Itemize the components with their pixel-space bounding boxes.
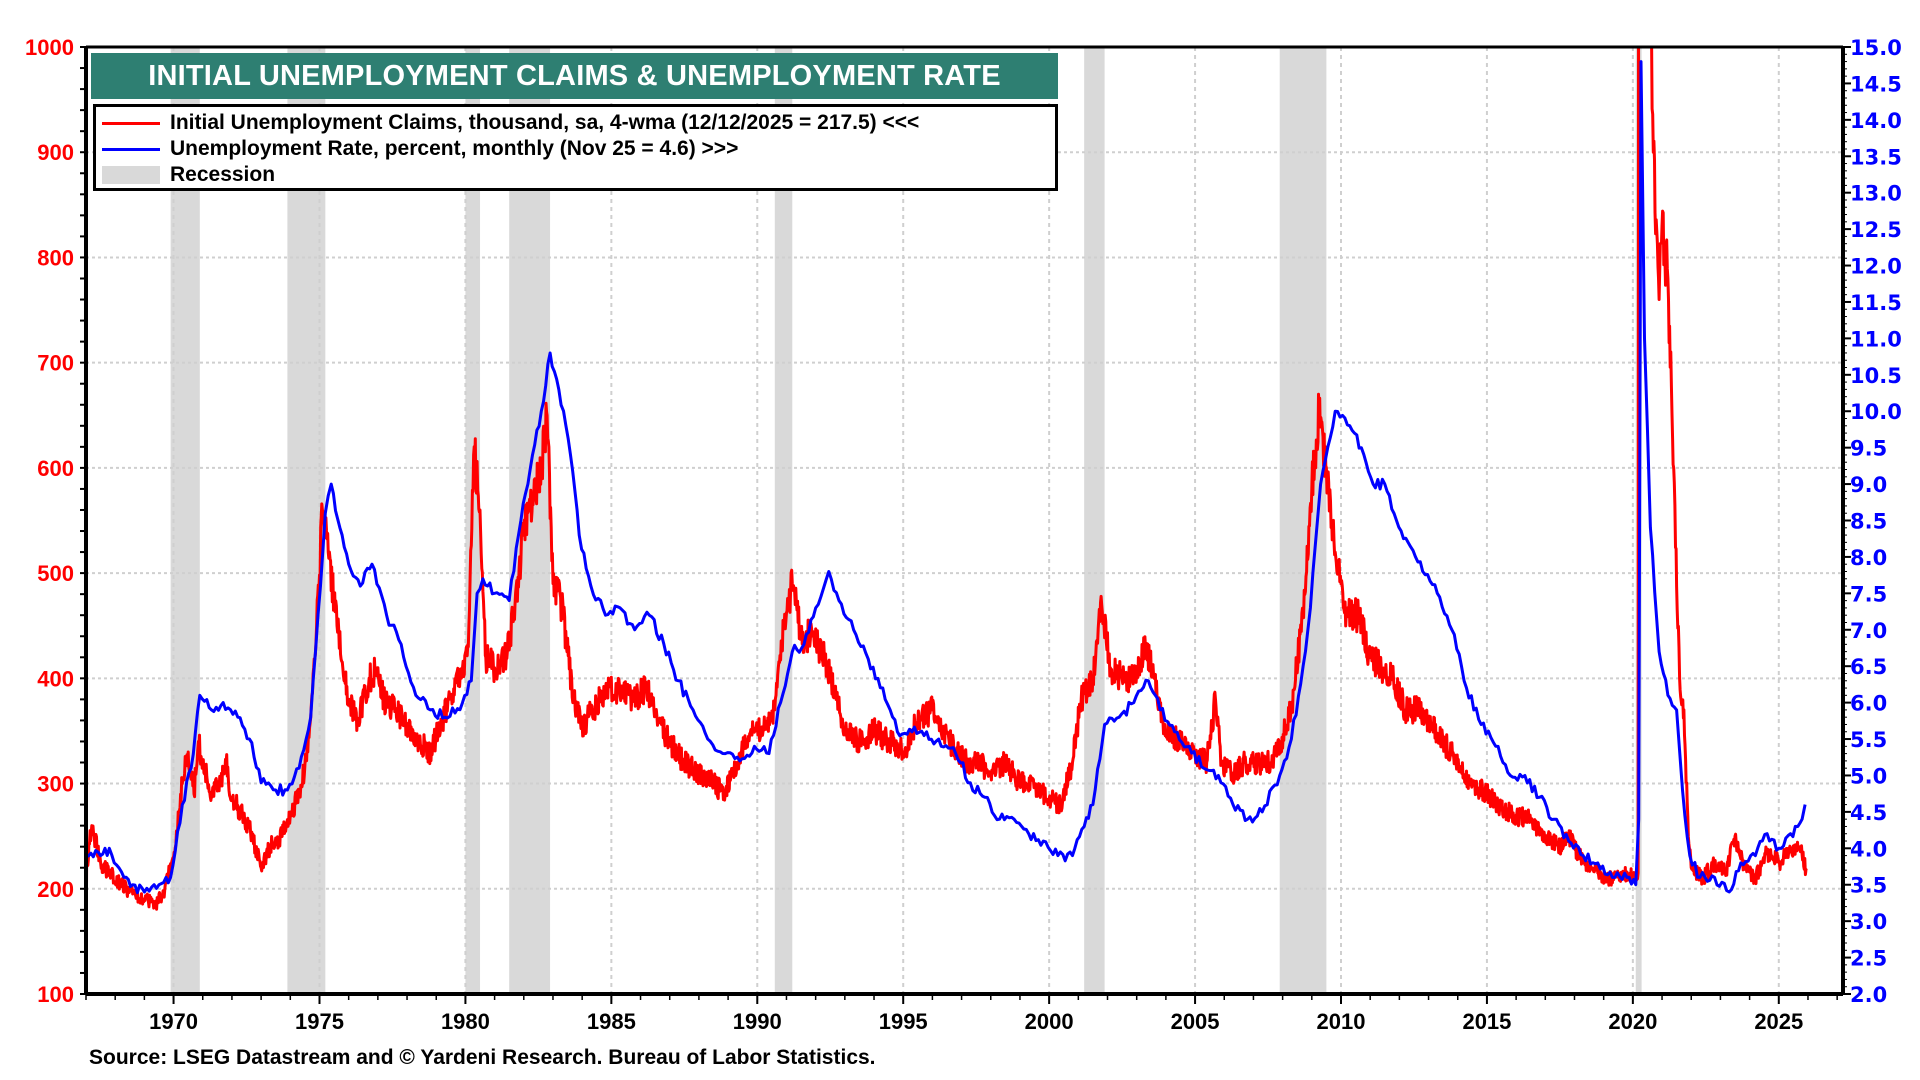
x-tick-label: 1990 [733, 1009, 782, 1034]
right-tick-label: 14.0 [1850, 109, 1902, 133]
x-tick-label: 2010 [1317, 1009, 1366, 1034]
series-lines [86, 47, 1808, 994]
right-tick-label: 3.5 [1850, 874, 1887, 898]
right-tick-label: 12.5 [1850, 218, 1902, 242]
left-tick-label: 800 [37, 245, 74, 270]
right-tick-label: 8.0 [1850, 546, 1887, 570]
x-tick-label: 1975 [295, 1009, 344, 1034]
x-tick-label: 1995 [879, 1009, 928, 1034]
x-tick-label: 2025 [1754, 1009, 1803, 1034]
right-tick-label: 2.0 [1850, 983, 1887, 1007]
right-tick-label: 13.5 [1850, 145, 1902, 169]
right-tick-label: 9.0 [1850, 473, 1887, 497]
left-tick-label: 700 [37, 351, 74, 376]
right-tick-label: 13.0 [1850, 182, 1902, 206]
right-tick-label: 4.5 [1850, 801, 1887, 825]
legend-item-claims: Initial Unemployment Claims, thousand, s… [102, 110, 1055, 136]
right-tick-label: 9.5 [1850, 437, 1887, 461]
right-tick-label: 5.5 [1850, 728, 1887, 752]
legend-item-recession: Recession [102, 162, 1055, 188]
claims-line [86, 47, 1808, 994]
legend-item-unemployment-rate: Unemployment Rate, percent, monthly (Nov… [102, 136, 1055, 162]
left-tick-label: 600 [37, 456, 74, 481]
x-tick-label: 2000 [1025, 1009, 1074, 1034]
left-tick-label: 200 [37, 877, 74, 902]
x-tick-label: 2015 [1462, 1009, 1511, 1034]
legend-label-recession: Recession [170, 163, 276, 186]
chart-title: INITIAL UNEMPLOYMENT CLAIMS & UNEMPLOYME… [91, 53, 1058, 99]
left-tick-label: 1000 [25, 35, 74, 60]
right-tick-label: 8.5 [1850, 510, 1887, 534]
axes: 100 200 300 400 500 600 700 800 900 1000 2.0 2.5 3.0… [25, 35, 1902, 1034]
right-tick-label: 11.0 [1850, 327, 1902, 351]
left-tick-label: 100 [37, 982, 74, 1007]
right-tick-label: 4.0 [1850, 837, 1887, 861]
left-tick-label: 900 [37, 140, 74, 165]
right-tick-label: 6.0 [1850, 692, 1887, 716]
right-tick-label: 12.0 [1850, 255, 1902, 279]
legend-swatch-claims [102, 121, 160, 125]
x-tick-label: 1970 [149, 1009, 198, 1034]
right-tick-label: 14.5 [1850, 72, 1902, 96]
right-tick-label: 10.5 [1850, 364, 1902, 388]
unemployment-rate-line [86, 60, 1807, 895]
right-tick-label: 6.5 [1850, 655, 1887, 679]
source-note: Source: LSEG Datastream and © Yardeni Re… [89, 1046, 876, 1069]
right-tick-label: 7.5 [1850, 582, 1887, 606]
right-tick-label: 15.0 [1850, 36, 1902, 60]
x-tick-label: 1985 [587, 1009, 636, 1034]
right-tick-label: 11.5 [1850, 291, 1902, 315]
right-tick-label: 2.5 [1850, 947, 1887, 971]
recession-band [1279, 47, 1327, 994]
right-tick-label: 7.0 [1850, 619, 1887, 643]
x-tick-label: 1980 [441, 1009, 490, 1034]
recession-band [509, 47, 551, 994]
left-tick-label: 300 [37, 772, 74, 797]
legend-swatch-recession [102, 166, 160, 184]
x-tick-label: 2020 [1608, 1009, 1657, 1034]
legend: Initial Unemployment Claims, thousand, s… [93, 104, 1058, 191]
recession-band [774, 47, 793, 994]
recession-band [1084, 47, 1105, 994]
x-tick-label: 2005 [1171, 1009, 1220, 1034]
legend-label-rate: Unemployment Rate, percent, monthly (Nov… [170, 137, 739, 160]
legend-label-claims: Initial Unemployment Claims, thousand, s… [170, 111, 920, 134]
right-tick-label: 3.0 [1850, 910, 1887, 934]
left-tick-label: 400 [37, 666, 74, 691]
right-tick-label: 5.0 [1850, 764, 1887, 788]
legend-swatch-rate [102, 147, 160, 151]
right-tick-label: 10.0 [1850, 400, 1902, 424]
left-tick-label: 500 [37, 561, 74, 586]
